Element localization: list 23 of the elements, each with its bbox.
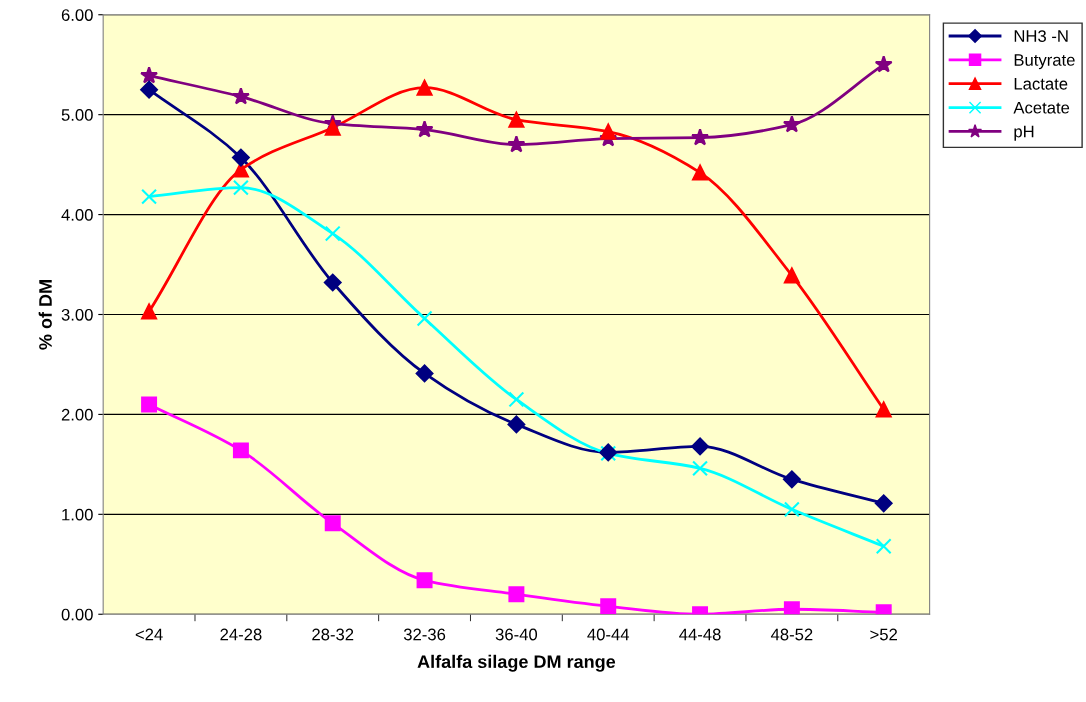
x-tick-label: 44-48 [679,628,721,641]
legend-label: Lactate [1014,78,1068,90]
y-tick-label: 1.00 [62,508,93,521]
x-tick-label: <24 [135,628,163,641]
x-tick-label: 32-36 [403,628,446,641]
y-tick-label: 4.00 [61,208,93,221]
legend-label: NH3 -N [1014,30,1068,42]
y-tick-label: 3.00 [61,308,93,321]
y-tick-label: 0.00 [61,608,93,621]
y-tick-label: 2.00 [61,408,93,421]
x-axis-title: Alfalfa silage DM range [417,654,616,672]
x-tick-label: 48-52 [770,628,813,641]
y-tick-label: 6.00 [61,9,93,21]
y-axis-title: % of DM [38,280,52,350]
legend-label: pH [1014,125,1034,141]
x-tick-label: 28-32 [312,628,354,641]
legend-label: Butyrate [1014,54,1075,70]
legend-label: Acetate [1013,101,1070,114]
x-tick-label: 36-40 [495,628,538,641]
x-tick-label: >52 [870,628,897,641]
x-tick-label: 24-28 [220,628,262,641]
x-tick-label: 40-44 [587,628,630,641]
y-tick-label: 5.00 [61,109,93,121]
